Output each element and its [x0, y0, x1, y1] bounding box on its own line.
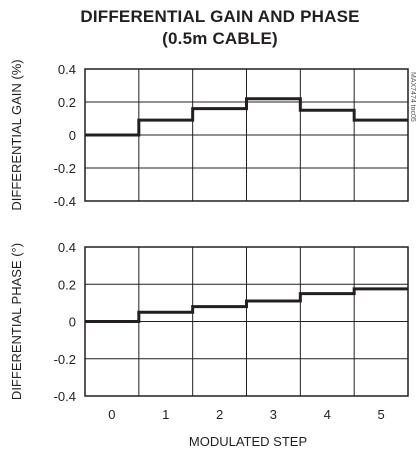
series-step-line-1	[85, 287, 408, 323]
y-tick-label-0-3: -0.2	[54, 161, 76, 176]
y-tick-label-0-2: 0	[69, 128, 76, 143]
x-tick-label-2: 2	[216, 407, 223, 422]
y-tick-label-0-0: 0.4	[58, 62, 76, 77]
y-tick-label-0-4: -0.4	[54, 194, 76, 209]
y-tick-label-1-2: 0	[69, 315, 76, 330]
chart-title-line1: DIFFERENTIAL GAIN AND PHASE	[80, 7, 359, 26]
y-axis-title-1: DIFFERENTIAL PHASE (°)	[9, 243, 24, 400]
chart-watermark: MAX7474 toc05	[409, 72, 416, 122]
plots-group: 0.4 0.2 0 -0.2 -0.4 DIFFERENTIAL GAIN (%) 0.4 0…	[9, 59, 409, 422]
y-tick-label-1-0: 0.4	[58, 240, 76, 255]
y-tick-label-1-1: 0.2	[58, 277, 76, 292]
y-tick-label-0-1: 0.2	[58, 95, 76, 110]
x-tick-label-3: 3	[270, 407, 277, 422]
series-step-line-0	[85, 97, 408, 137]
chart-title-line2: (0.5m CABLE)	[162, 29, 278, 48]
x-tick-label-1: 1	[162, 407, 169, 422]
x-axis-title: MODULATED STEP	[189, 434, 307, 449]
y-tick-label-1-3: -0.2	[54, 352, 76, 367]
y-axis-title-0: DIFFERENTIAL GAIN (%)	[9, 59, 24, 210]
y-tick-label-1-4: -0.4	[54, 389, 76, 404]
x-tick-label-5: 5	[377, 407, 384, 422]
x-tick-label-0: 0	[108, 407, 115, 422]
x-tick-label-4: 4	[324, 407, 331, 422]
